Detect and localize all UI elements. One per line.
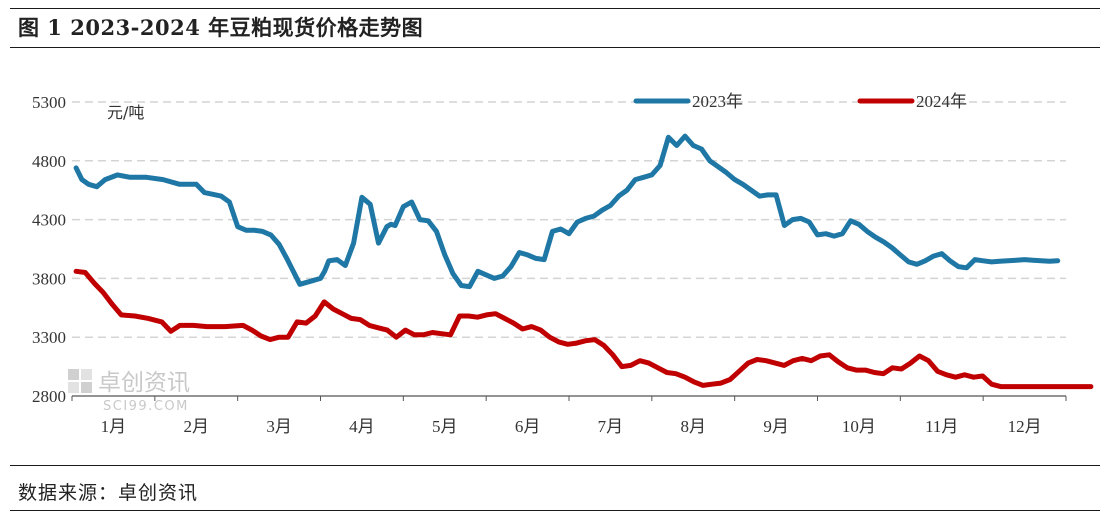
source-note: 数据来源：卓创资讯 [18, 482, 199, 504]
title-rule [10, 47, 1100, 48]
watermark-logo-square-1 [68, 369, 79, 380]
y-tick-label-2800: 2800 [32, 387, 66, 406]
legend: 2023年 2024年 [633, 92, 967, 111]
tick-labels: 5300 4800 4300 3800 3300 2800 1月 2月 3月 4月 5月 6月 7月 8月… [32, 93, 1042, 436]
chart-title: 图 1 2023-2024 年豆粕现货价格走势图 [18, 15, 424, 40]
y-tick-label-5300: 5300 [32, 93, 66, 112]
x-tick-label-7: 7月 [598, 417, 624, 436]
x-tick-label-1: 1月 [101, 417, 127, 436]
watermark-url: SCI99.COM [103, 399, 189, 414]
watermark-logo-square-3 [68, 382, 79, 393]
legend-label-2024: 2024年 [916, 92, 967, 111]
watermark-name: 卓创资讯 [98, 370, 190, 396]
x-tick-label-4: 4月 [349, 417, 375, 436]
x-tick-label-3: 3月 [266, 417, 292, 436]
y-unit-label: 元/吨 [107, 103, 144, 122]
x-tick-label-11: 11月 [925, 417, 958, 436]
y-tick-label-3800: 3800 [32, 269, 66, 288]
watermark: 卓创资讯 SCI99.COM [68, 369, 190, 414]
x-tick-label-8: 8月 [681, 417, 707, 436]
line-chart: 5300 4800 4300 3800 3300 2800 1月 2月 3月 4月 5月 6月 7月 8月… [32, 92, 1094, 436]
top-rule [10, 8, 1100, 9]
series-lines [73, 133, 1094, 390]
y-tick-label-4800: 4800 [32, 152, 66, 171]
watermark-logo-square-2 [81, 369, 92, 380]
x-axis [71, 395, 1067, 401]
y-tick-label-4300: 4300 [32, 211, 66, 230]
source-rule [10, 465, 1100, 466]
x-tick-label-12: 12月 [1008, 417, 1042, 436]
x-tick-label-5: 5月 [432, 417, 458, 436]
grid-lines [72, 101, 1066, 338]
x-tick-label-10: 10月 [842, 417, 876, 436]
x-tick-label-9: 9月 [763, 417, 789, 436]
bottom-rule [10, 510, 1100, 511]
watermark-logo-square-4 [81, 382, 92, 393]
y-tick-label-3300: 3300 [32, 328, 66, 347]
series-line-2023 [73, 133, 1061, 290]
x-tick-label-6: 6月 [515, 417, 541, 436]
series-line-2024 [73, 268, 1094, 390]
legend-label-2023: 2023年 [692, 92, 743, 111]
x-tick-label-2: 2月 [184, 417, 210, 436]
